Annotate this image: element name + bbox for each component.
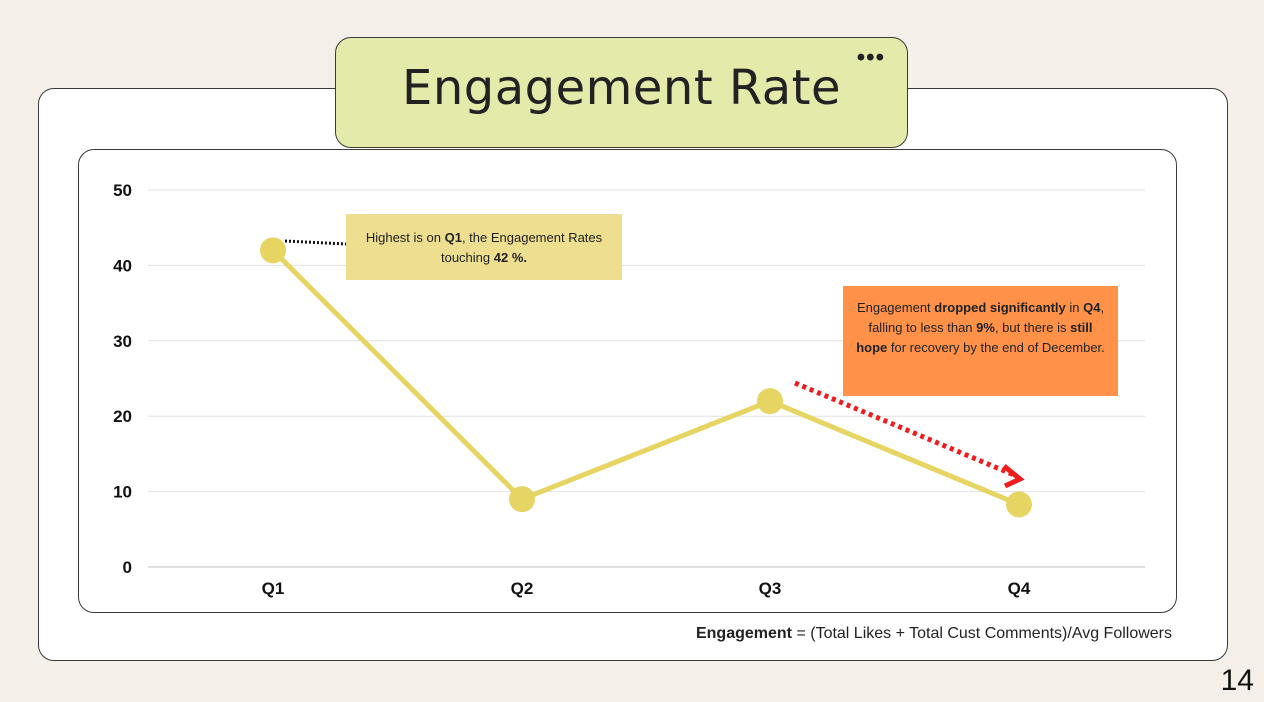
formula-footnote: Engagement = (Total Likes + Total Cust C… xyxy=(695,625,1172,642)
title-box: Engagement Rate ••• xyxy=(335,37,908,148)
y-tick-label: 50 xyxy=(113,181,132,200)
data-point-q3[interactable] xyxy=(757,388,783,415)
annotation-q1: Highest is on Q1, the Engagement Rates t… xyxy=(346,214,622,280)
annotation-q4: Engagement dropped significantly in Q4, … xyxy=(843,286,1118,396)
trend-arrow xyxy=(794,380,1025,489)
y-tick-label: 40 xyxy=(113,256,132,275)
chart-title: Engagement Rate xyxy=(402,60,841,116)
data-point-q4[interactable] xyxy=(1006,491,1032,518)
x-tick-label: Q2 xyxy=(511,579,534,598)
y-axis-ticks: 0 10 20 30 40 50 xyxy=(113,181,132,577)
x-axis-ticks: Q1 Q2 Q3 Q4 xyxy=(262,579,1031,598)
data-point-q1[interactable] xyxy=(260,237,286,264)
y-tick-label: 0 xyxy=(123,558,132,577)
more-horizontal-icon[interactable]: ••• xyxy=(856,44,885,71)
page-number: 14 xyxy=(1220,664,1254,697)
x-tick-label: Q1 xyxy=(262,579,285,598)
series-line-group xyxy=(260,237,1032,518)
trend-arrow-line xyxy=(794,380,1015,478)
annotation-connector xyxy=(284,239,347,246)
x-tick-label: Q3 xyxy=(759,579,782,598)
trend-arrow-head xyxy=(1002,464,1025,489)
series-line xyxy=(271,248,1020,507)
x-tick-label: Q4 xyxy=(1008,579,1031,598)
y-tick-label: 30 xyxy=(113,332,132,351)
data-point-q2[interactable] xyxy=(509,486,535,513)
y-tick-label: 10 xyxy=(113,483,132,502)
y-tick-label: 20 xyxy=(113,407,132,426)
